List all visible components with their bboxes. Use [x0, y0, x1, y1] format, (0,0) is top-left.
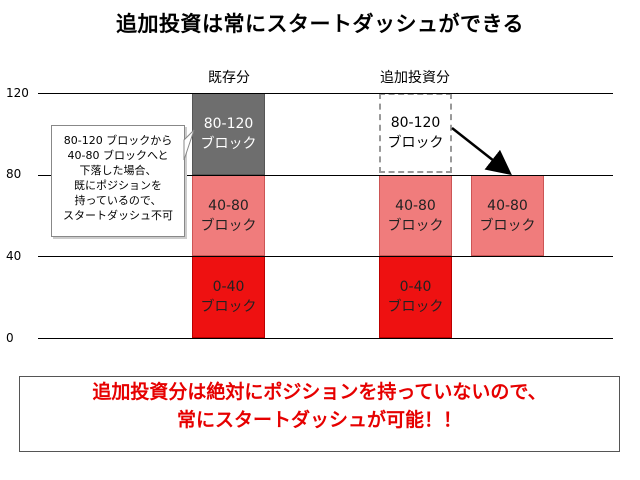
block-range-label: 0-40	[212, 279, 245, 295]
move-arrow	[451, 127, 512, 176]
page-title: 追加投資は常にスタートダッシュができる	[115, 12, 525, 36]
block-unit-label: ブロック	[200, 217, 257, 234]
additional-block-80-120-dashed: 80-120 ブロック	[379, 93, 452, 173]
y-tick-0: 0	[6, 331, 14, 345]
existing-block-80-120: 80-120 ブロック	[192, 93, 265, 175]
additional-block-40-80: 40-80 ブロック	[379, 175, 452, 256]
block-range-label: 0-40	[399, 279, 432, 295]
additional-block-0-40: 0-40 ブロック	[379, 256, 452, 338]
callout-note: 80-120 ブロックから 40-80 ブロックへと 下落した場合、 既にポジシ…	[51, 125, 185, 237]
grid-line-80	[38, 175, 613, 176]
callout-line: 下落した場合、	[79, 164, 157, 177]
grid-line-40	[38, 256, 613, 257]
y-tick-40: 40	[6, 249, 22, 263]
summary-line-2: 常にスタートダッシュが可能！！	[176, 409, 462, 431]
callout-line: スタートダッシュ不可	[63, 209, 173, 222]
block-range-label: 80-120	[390, 115, 441, 131]
block-range-label: 40-80	[487, 197, 528, 214]
column-header-existing: 既存分	[208, 70, 250, 86]
column-header-additional: 追加投資分	[380, 70, 450, 86]
block-unit-label: ブロック	[387, 217, 444, 234]
block-unit-label: ブロック	[200, 299, 257, 315]
grid-line-120	[38, 93, 613, 94]
block-unit-label: ブロック	[387, 299, 444, 315]
callout-line: 40-80 ブロックへと	[67, 149, 169, 162]
block-unit-label: ブロック	[479, 217, 536, 234]
callout-line: 持っているので、	[74, 194, 162, 207]
callout-line: 既にポジションを	[74, 179, 162, 192]
block-unit-label: ブロック	[387, 135, 444, 151]
existing-block-40-80: 40-80 ブロック	[192, 175, 265, 256]
summary-line-1: 追加投資分は絶対にポジションを持っていないので、	[92, 381, 547, 403]
y-tick-120: 120	[6, 86, 29, 100]
callout-line: 80-120 ブロックから	[63, 134, 173, 147]
callout-pointer	[183, 129, 195, 161]
y-tick-80: 80	[6, 167, 22, 181]
additional-block-40-80-moved: 40-80 ブロック	[471, 175, 544, 256]
grid-line-0	[38, 338, 613, 339]
summary-message-box: 追加投資分は絶対にポジションを持っていないので、 常にスタートダッシュが可能！！	[19, 376, 620, 452]
block-range-label: 40-80	[208, 197, 249, 214]
block-range-label: 80-120	[203, 116, 254, 132]
block-unit-label: ブロック	[200, 136, 257, 152]
block-range-label: 40-80	[395, 197, 436, 214]
